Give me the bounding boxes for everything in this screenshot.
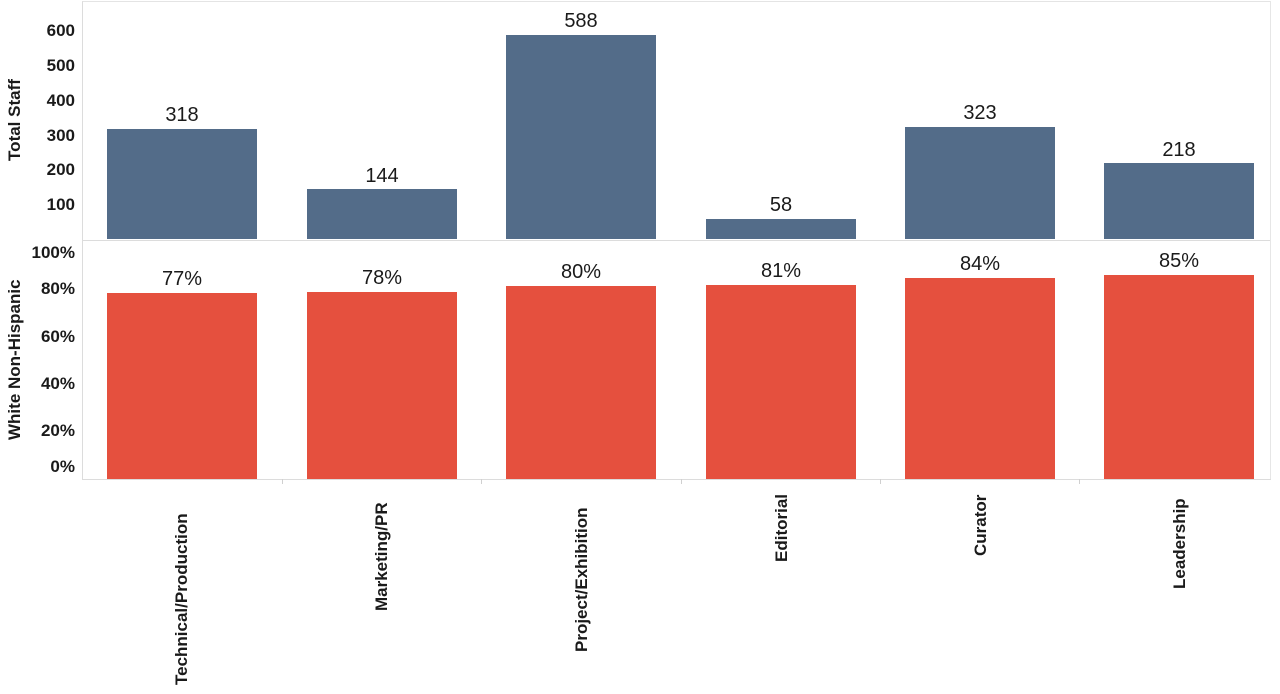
x-tick [681,479,682,484]
top-tick: 500 [46,56,75,75]
bar-technical-production-pct [107,293,257,479]
category-label: Project/Exhibition [572,507,591,652]
value-label: 81% [760,260,802,282]
value-label: 318 [165,104,199,126]
value-label: 323 [963,102,997,124]
top-y-axis-title: Total Staff [5,79,24,161]
value-label: 588 [564,10,598,32]
value-label: 218 [1162,139,1196,161]
bottom-tick: 60% [40,327,75,346]
bar-marketing-pr-staff [307,189,457,239]
white-non-hispanic-panel [82,240,1271,480]
category-label: Technical/Production [172,513,191,685]
top-tick: 300 [46,126,75,145]
bottom-tick: 100% [31,243,75,262]
value-label: 85% [1158,250,1200,272]
x-tick [481,479,482,484]
category-label: Leadership [1170,498,1189,589]
bar-curator-staff [905,127,1055,239]
bar-technical-production-staff [107,129,257,239]
top-tick: 200 [46,160,75,179]
bar-curator-pct [905,278,1055,479]
bottom-tick: 0% [50,457,75,476]
value-label: 80% [560,261,602,283]
bar-marketing-pr-pct [307,292,457,479]
bottom-tick: 80% [40,279,75,298]
bar-leadership-staff [1104,163,1254,239]
top-tick: 100 [46,195,75,214]
value-label: 58 [769,194,793,216]
bar-editorial-staff [706,219,856,239]
top-tick: 600 [46,21,75,40]
total-staff-panel [82,1,1271,241]
category-label: Curator [971,494,990,556]
value-label: 77% [161,268,203,290]
category-label: Editorial [772,493,791,562]
bar-editorial-pct [706,285,856,479]
x-tick [1079,479,1080,484]
bar-leadership-pct [1104,275,1254,479]
bar-project-exhibition-staff [506,35,656,239]
value-label: 144 [365,165,399,187]
top-tick: 400 [46,91,75,110]
category-label: Marketing/PR [372,502,391,611]
x-tick [282,479,283,484]
bottom-tick: 20% [40,421,75,440]
right-border [1270,1,1271,479]
value-label: 78% [361,267,403,289]
x-tick [880,479,881,484]
value-label: 84% [959,253,1001,275]
bottom-tick: 40% [40,374,75,393]
bottom-y-axis-title: White Non-Hispanic [5,279,24,440]
bar-project-exhibition-pct [506,286,656,479]
